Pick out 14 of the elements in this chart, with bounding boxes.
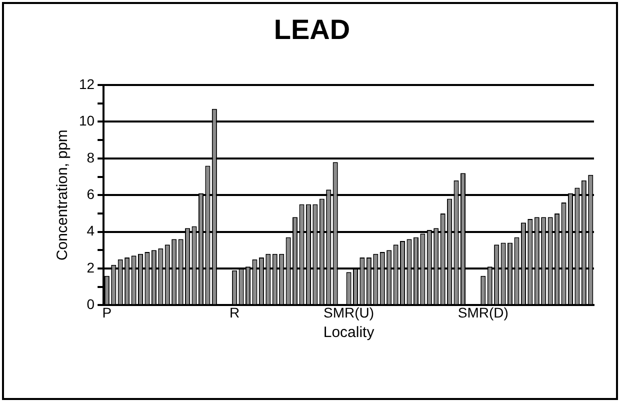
x-tick-label: SMR(D): [458, 304, 508, 320]
x-tick-label: R: [230, 304, 240, 320]
x-axis-title: Locality: [323, 324, 375, 342]
y-tick-label: 12: [78, 76, 95, 92]
y-tick-label: 2: [86, 259, 95, 276]
chart-title: LEAD: [272, 14, 352, 46]
y-axis-title: Concentration, ppm: [54, 130, 72, 261]
y-tick-label: 4: [86, 222, 95, 239]
x-tick-label: SMR(U): [324, 304, 374, 320]
y-tick-label: 10: [78, 112, 95, 129]
x-tick-label: P: [102, 304, 112, 320]
y-tick-label: 0: [86, 296, 95, 312]
y-tick-label: 8: [86, 149, 95, 166]
y-tick-label: 6: [86, 186, 95, 202]
